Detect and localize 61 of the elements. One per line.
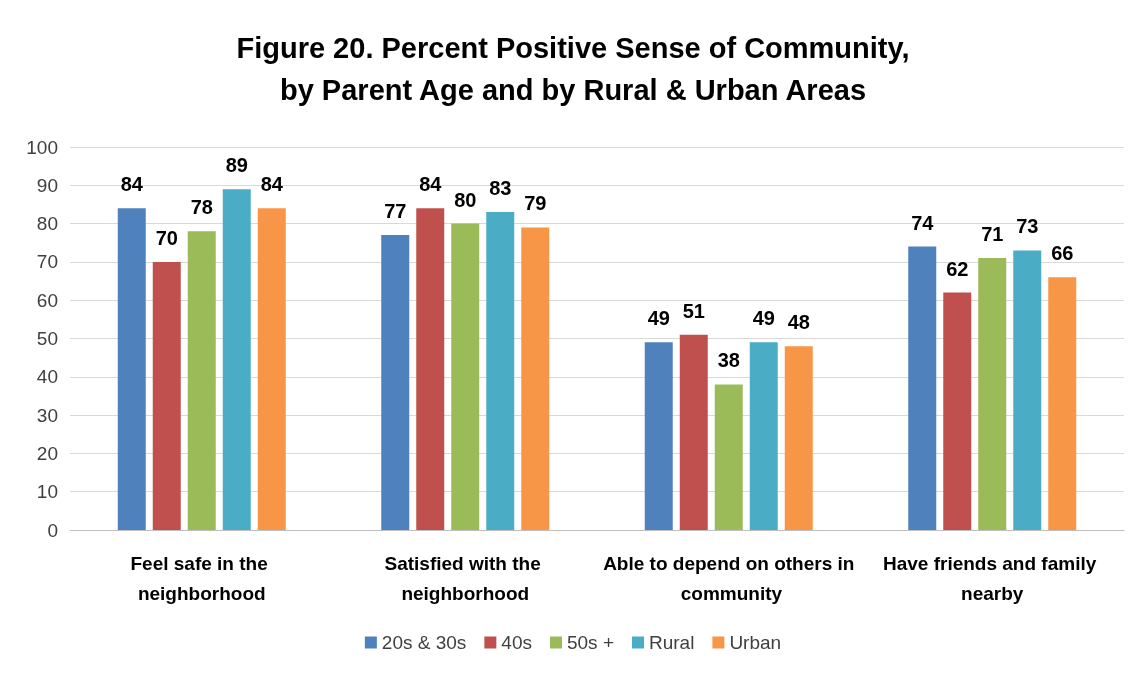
data-label: 77 <box>384 200 407 223</box>
legend-label: Urban <box>729 632 782 653</box>
data-label: 84 <box>419 173 443 196</box>
chart-title: Figure 20. Percent Positive Sense of Community, by Parent Age and by Rural & Urban Areas <box>236 32 910 106</box>
bar <box>521 227 550 530</box>
bar <box>714 384 743 530</box>
y-tick-label: 20 <box>36 442 58 464</box>
data-label: 83 <box>489 177 512 200</box>
legend-label: 40s <box>501 632 532 653</box>
x-tick-label: Feel safe in the neighborhood <box>130 552 274 604</box>
bar <box>1013 250 1042 530</box>
data-label: 78 <box>190 196 213 219</box>
bar <box>1048 277 1077 530</box>
legend-label: Rural <box>648 632 695 653</box>
data-label: 62 <box>946 257 969 280</box>
y-tick-label: 80 <box>36 213 58 235</box>
x-tick-label: Able to depend on others in community <box>603 552 855 604</box>
data-label: 49 <box>752 307 775 330</box>
x-tick-label: Satisfied with the neighborhood <box>384 552 547 604</box>
data-label: 70 <box>155 226 178 249</box>
bar <box>222 189 251 530</box>
bar <box>644 342 673 530</box>
data-label: 73 <box>1016 215 1039 238</box>
data-label: 89 <box>225 154 248 177</box>
data-label: 49 <box>647 307 670 330</box>
bar <box>943 292 972 530</box>
legend-label: 50s + <box>566 632 614 653</box>
bar <box>187 231 216 530</box>
x-tick-label: Have friends and family nearby <box>882 552 1102 604</box>
bar <box>679 334 708 530</box>
bar <box>749 342 778 530</box>
data-label: 38 <box>717 349 740 372</box>
y-tick-label: 100 <box>26 136 58 158</box>
data-label: 79 <box>524 192 547 215</box>
y-tick-label: 10 <box>36 481 58 503</box>
y-tick-label: 70 <box>36 251 58 273</box>
bar <box>784 346 813 530</box>
data-label: 66 <box>1051 242 1074 265</box>
y-tick-label: 0 <box>47 519 58 541</box>
data-label: 48 <box>787 311 810 334</box>
bar <box>416 208 445 530</box>
bar <box>978 258 1007 530</box>
bar <box>257 208 286 530</box>
legend-label: 20s & 30s <box>381 632 467 653</box>
y-tick-label: 40 <box>36 366 58 388</box>
data-label: 80 <box>454 188 477 211</box>
data-label: 84 <box>260 173 284 196</box>
data-label: 74 <box>911 211 935 234</box>
data-label: 84 <box>120 173 144 196</box>
data-label: 51 <box>682 299 705 322</box>
bar <box>908 246 937 530</box>
bar <box>486 212 515 530</box>
bar <box>117 208 146 530</box>
bar <box>381 235 410 530</box>
y-tick-label: 60 <box>36 289 58 311</box>
y-tick-label: 30 <box>36 404 58 426</box>
bar <box>152 261 181 530</box>
data-label: 71 <box>981 223 1004 246</box>
y-tick-label: 50 <box>36 328 58 349</box>
bar <box>451 223 480 530</box>
y-tick-label: 90 <box>36 174 58 196</box>
